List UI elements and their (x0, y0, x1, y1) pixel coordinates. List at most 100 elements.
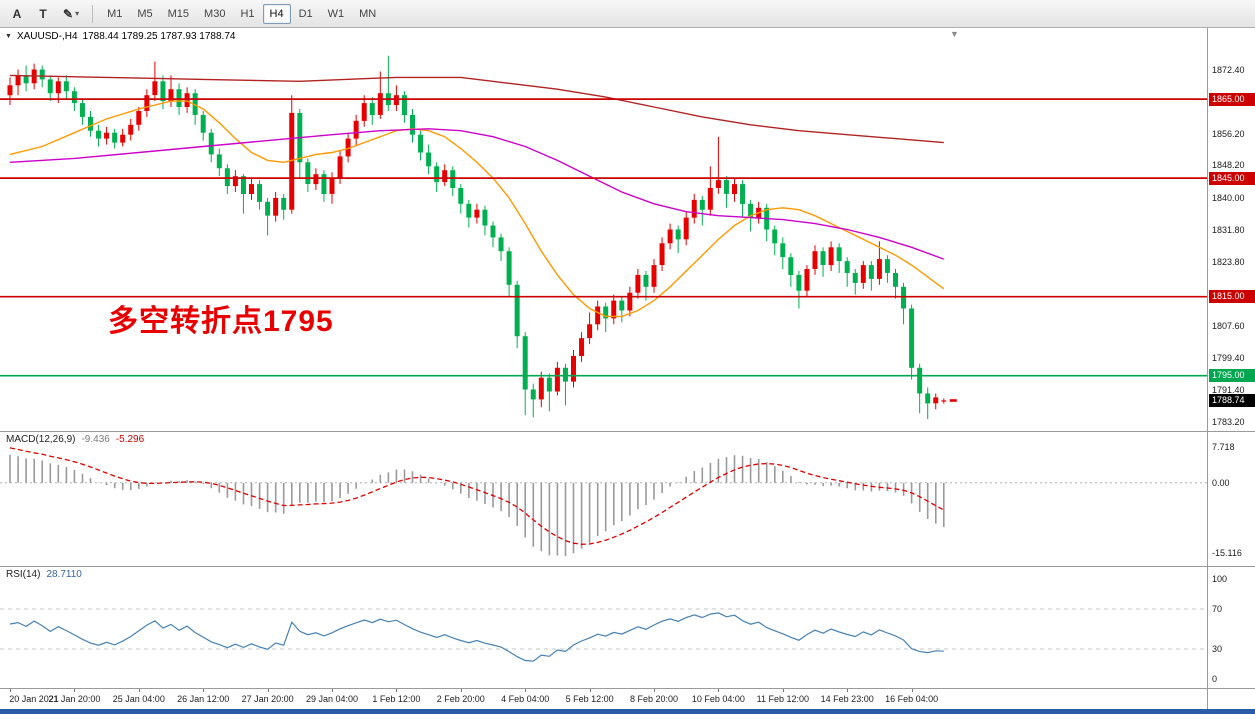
axis-scale-label: 1872.40 (1212, 64, 1245, 75)
symbol-dropdown-icon[interactable]: ▼ (5, 33, 12, 40)
price-level-tag: 1815.00 (1209, 290, 1255, 304)
price-level-tag: 1845.00 (1209, 171, 1255, 185)
time-axis-label: 20 Jan 2021 (9, 694, 59, 704)
time-axis-tick (718, 689, 720, 692)
macd-signal-value: -5.296 (115, 434, 145, 445)
time-axis-label: 8 Feb 20:00 (629, 694, 679, 704)
time-axis-tick (396, 689, 398, 692)
time-axis-tick (332, 689, 333, 692)
time-axis-tick (74, 689, 76, 692)
time-axis-label: 14 Feb 23:00 (820, 694, 874, 704)
timeframe-button-m1[interactable]: M1 (100, 4, 129, 24)
rsi-chart (0, 608, 1207, 662)
candles-layer (7, 55, 947, 420)
time-axis-label: 26 Jan 12:00 (177, 694, 230, 704)
axis-scale-label: 1799.40 (1212, 353, 1245, 364)
text-tool-button[interactable]: T (31, 3, 55, 25)
time-axis-tick (10, 689, 11, 692)
time-axis-tick (782, 689, 784, 692)
time-axis-label: 11 Feb 12:00 (756, 694, 809, 704)
macd-histogram (9, 454, 945, 557)
timeframe-button-h4[interactable]: H4 (262, 3, 291, 24)
axis-scale-label: 7.718 (1212, 441, 1235, 452)
time-axis-row: 20 Jan 2021 21 Jan 20:00 25 Jan 04:00 26 Ja… (0, 689, 1255, 709)
draw-tool-button[interactable]: ✎ ▾ (57, 3, 85, 25)
time-axis-tick (847, 689, 849, 692)
macd-plot[interactable]: MACD(12,26,9) -9.436 -5.296 (0, 432, 1207, 566)
candlestick-chart (0, 55, 1207, 420)
macd-axis[interactable]: 7.718 0.00 -15.116 (1207, 432, 1255, 566)
axis-scale-label: 70 (1212, 604, 1223, 614)
rsi-axis[interactable]: 100 70 30 0 (1207, 567, 1255, 688)
price-level-tag: 1795.00 (1209, 369, 1255, 383)
macd-label: MACD(12,26,9) (6, 434, 76, 445)
price-axis[interactable]: 1872.401864.201856.201848.201840.001831.… (1207, 28, 1255, 431)
ma-lines-layer (9, 74, 945, 318)
timeframe-button-h1[interactable]: H1 (233, 4, 261, 24)
axis-scale-label: -15.116 (1212, 548, 1242, 559)
macd-title: MACD(12,26,9) -9.436 -5.296 (6, 434, 144, 445)
axis-scale-label: 1791.40 (1212, 384, 1245, 395)
chart-title: ▼ XAUUSD-,H4 1788.44 1789.25 1787.93 178… (5, 31, 235, 42)
time-axis-label: 10 Feb 04:00 (691, 694, 745, 704)
timeframe-button-m5[interactable]: M5 (130, 4, 159, 24)
rsi-value: 28.7110 (46, 569, 82, 580)
time-axis-label: 2 Feb 20:00 (436, 694, 485, 704)
macd-main-value: -9.436 (81, 434, 110, 445)
axis-scale-label: 1840.00 (1212, 192, 1245, 203)
toolbar-separator (92, 4, 94, 23)
time-axis-tick (589, 689, 591, 692)
chevron-down-icon: ▾ (75, 9, 80, 18)
macd-panel: MACD(12,26,9) -9.436 -5.296 7.718 0.00 -15… (0, 432, 1255, 567)
time-axis-label: 21 Jan 20:00 (48, 694, 101, 704)
timeframe-button-m30[interactable]: M30 (197, 4, 232, 24)
draw-tool-icon: ✎ (63, 6, 74, 21)
axis-scale-label: 1831.80 (1212, 225, 1245, 236)
time-axis-tick (138, 689, 140, 692)
price-level-tag: 1788.74 (1209, 393, 1255, 407)
timeframe-group: M1 M5 M15 M30 H1 H4 D1 W1 MN (100, 3, 383, 24)
main-chart-panel: ▼ XAUUSD-,H4 1788.44 1789.25 1787.93 178… (0, 28, 1255, 432)
top-toolbar: A T ✎ ▾ M1 M5 M15 M30 H1 H4 D1 W1 MN (0, 0, 1255, 28)
axis-scale-label: 1823.80 (1212, 256, 1245, 267)
time-axis-label: 27 Jan 20:00 (241, 694, 294, 704)
timeframe-button-mn[interactable]: MN (352, 4, 383, 24)
time-axis-tick (654, 689, 655, 692)
axis-scale-label: 0.00 (1212, 477, 1230, 488)
chart-annotation-text: 多空转折点1795 (108, 305, 334, 338)
time-axis-label: 29 Jan 04:00 (305, 694, 359, 704)
price-level-tag: 1865.00 (1209, 92, 1255, 106)
level-lines-layer (0, 98, 1207, 377)
macd-signal-line (9, 447, 945, 545)
rsi-line (9, 612, 944, 662)
timeframe-button-m15[interactable]: M15 (161, 4, 196, 24)
ohlc-values: 1788.44 1789.25 1787.93 1788.74 (82, 31, 236, 42)
time-axis-tick (911, 689, 913, 692)
axis-scale-label: 100 (1212, 574, 1228, 584)
time-axis-label: 16 Feb 04:00 (885, 694, 939, 704)
time-axis-tick (267, 689, 269, 692)
time-axis-corner (1207, 689, 1255, 709)
rsi-panel: RSI(14) 28.7110 100 70 30 0 (0, 567, 1255, 689)
timeframe-button-w1[interactable]: W1 (321, 4, 352, 24)
time-axis-tick (203, 689, 205, 692)
axis-scale-label: 1807.60 (1212, 320, 1245, 331)
cursor-tool-button[interactable]: A (5, 3, 29, 25)
time-axis-label: 25 Jan 04:00 (112, 694, 165, 704)
main-chart-plot[interactable]: ▼ XAUUSD-,H4 1788.44 1789.25 1787.93 178… (0, 28, 1207, 431)
time-axis-label: 1 Feb 12:00 (372, 694, 421, 704)
rsi-title: RSI(14) 28.7110 (6, 569, 82, 580)
rsi-label: RSI(14) (6, 569, 41, 580)
time-axis[interactable]: 20 Jan 2021 21 Jan 20:00 25 Jan 04:00 26 Ja… (0, 689, 1207, 709)
macd-chart (0, 447, 1207, 557)
rsi-plot[interactable]: RSI(14) 28.7110 (0, 567, 1207, 688)
chart-shift-marker[interactable]: ▼ (950, 29, 959, 39)
timeframe-button-d1[interactable]: D1 (292, 4, 320, 24)
current-price-marker (949, 399, 957, 402)
axis-scale-label: 0 (1212, 674, 1218, 684)
time-axis-tick (525, 689, 527, 692)
axis-scale-label: 1856.20 (1212, 128, 1245, 139)
axis-scale-label: 1848.20 (1212, 160, 1245, 171)
time-axis-label: 5 Feb 12:00 (565, 694, 614, 704)
